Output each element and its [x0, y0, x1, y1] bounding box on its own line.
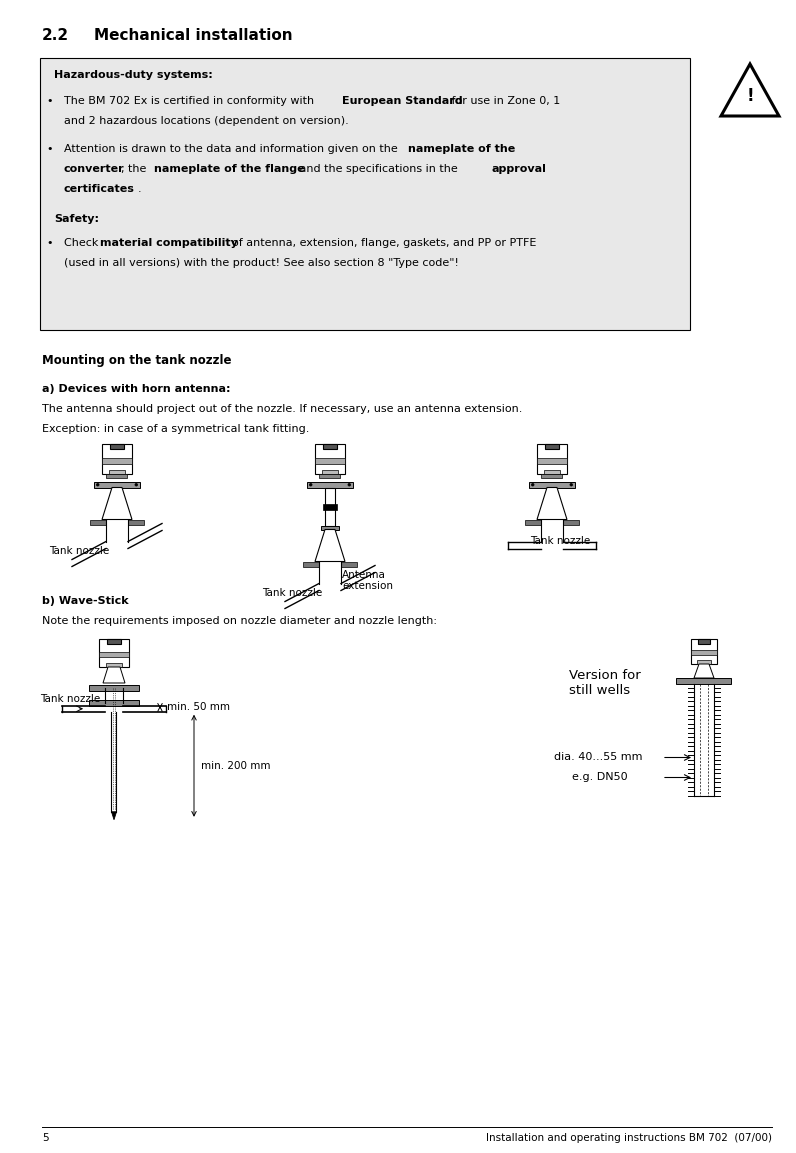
Polygon shape	[102, 488, 132, 520]
Bar	[541, 474, 563, 478]
Bar	[323, 504, 337, 510]
Text: Attention is drawn to the data and information given on the: Attention is drawn to the data and infor…	[64, 144, 404, 155]
Polygon shape	[315, 529, 345, 562]
Text: Exception: in case of a symmetrical tank fitting.: Exception: in case of a symmetrical tank…	[42, 424, 310, 434]
Polygon shape	[111, 812, 116, 820]
Bar	[94, 482, 140, 488]
Bar	[89, 700, 139, 706]
Text: Antenna
extension: Antenna extension	[342, 570, 393, 591]
Text: for use in Zone 0, 1: for use in Zone 0, 1	[448, 96, 560, 106]
Text: of antenna, extension, flange, gaskets, and PP or PTFE: of antenna, extension, flange, gaskets, …	[232, 238, 537, 248]
Bar	[545, 444, 559, 450]
Bar	[89, 685, 139, 691]
Text: Version for
still wells: Version for still wells	[569, 669, 641, 698]
Bar	[323, 444, 337, 450]
Bar	[696, 661, 711, 664]
Text: b) Wave-Stick: b) Wave-Stick	[42, 596, 129, 606]
Text: Check: Check	[64, 238, 102, 248]
Text: Tank nozzle: Tank nozzle	[530, 535, 591, 545]
Circle shape	[348, 483, 350, 487]
Text: and 2 hazardous locations (dependent on version).: and 2 hazardous locations (dependent on …	[64, 116, 349, 126]
Text: 5: 5	[42, 1133, 49, 1143]
Circle shape	[310, 483, 312, 487]
Bar	[99, 639, 129, 666]
Text: and the specifications in the: and the specifications in the	[296, 164, 465, 174]
Bar	[537, 444, 567, 474]
Text: •: •	[46, 96, 53, 106]
Bar	[691, 650, 717, 655]
Text: min. 200 mm: min. 200 mm	[201, 761, 271, 770]
Bar	[525, 520, 541, 525]
Bar	[107, 474, 127, 478]
Bar	[99, 651, 129, 657]
Bar	[109, 469, 125, 474]
Text: nameplate of the flange: nameplate of the flange	[154, 164, 305, 174]
Text: Mounting on the tank nozzle: Mounting on the tank nozzle	[42, 354, 232, 367]
Text: .: .	[138, 184, 142, 194]
Text: European Standard: European Standard	[342, 96, 462, 106]
Text: !: !	[746, 88, 754, 105]
Text: dia. 40...55 mm: dia. 40...55 mm	[554, 753, 642, 762]
Text: Installation and operating instructions BM 702  (07/00): Installation and operating instructions …	[486, 1133, 772, 1143]
Text: (used in all versions) with the product! See also section 8 "Type code"!: (used in all versions) with the product!…	[64, 258, 458, 267]
Circle shape	[570, 483, 572, 487]
Text: 2.2: 2.2	[42, 28, 69, 43]
Circle shape	[96, 483, 99, 487]
Circle shape	[532, 483, 534, 487]
Bar	[537, 458, 567, 464]
Polygon shape	[721, 65, 779, 116]
Text: Hazardous-duty systems:: Hazardous-duty systems:	[54, 70, 213, 80]
Text: converter: converter	[64, 164, 125, 174]
Bar	[544, 469, 560, 474]
Text: Mechanical installation: Mechanical installation	[94, 28, 293, 43]
Text: e.g. DN50: e.g. DN50	[572, 773, 627, 783]
Bar	[111, 444, 123, 450]
Bar	[303, 562, 319, 567]
Bar	[322, 469, 338, 474]
Text: Note the requirements imposed on nozzle diameter and nozzle length:: Note the requirements imposed on nozzle …	[42, 616, 437, 626]
Polygon shape	[694, 664, 714, 678]
Bar	[315, 444, 345, 474]
Polygon shape	[537, 488, 567, 520]
Bar	[90, 520, 106, 525]
Bar	[40, 58, 690, 330]
Bar	[321, 526, 339, 529]
Text: •: •	[46, 144, 53, 155]
Bar	[102, 444, 132, 474]
Bar	[698, 639, 710, 643]
Polygon shape	[103, 666, 125, 683]
Bar	[107, 639, 121, 645]
Bar	[341, 562, 357, 567]
Text: a) Devices with horn antenna:: a) Devices with horn antenna:	[42, 384, 231, 394]
Text: •: •	[46, 238, 53, 248]
Bar	[529, 482, 576, 488]
Text: Tank nozzle: Tank nozzle	[262, 588, 322, 597]
Bar	[306, 482, 353, 488]
Text: approval: approval	[492, 164, 547, 174]
Circle shape	[135, 483, 138, 487]
Bar	[563, 520, 579, 525]
Bar	[128, 520, 144, 525]
Bar	[325, 488, 335, 526]
Text: The antenna should project out of the nozzle. If necessary, use an antenna exten: The antenna should project out of the no…	[42, 404, 522, 414]
Bar	[102, 458, 132, 464]
Bar	[319, 474, 341, 478]
Bar	[691, 639, 717, 664]
Text: min. 50 mm: min. 50 mm	[167, 702, 230, 713]
Bar	[677, 678, 732, 684]
Text: material compatibility: material compatibility	[100, 238, 238, 248]
Text: Tank nozzle: Tank nozzle	[40, 694, 100, 703]
Text: nameplate of the: nameplate of the	[408, 144, 515, 155]
Text: certificates: certificates	[64, 184, 135, 194]
Text: Safety:: Safety:	[54, 214, 99, 224]
Bar	[315, 458, 345, 464]
Text: , the: , the	[121, 164, 154, 174]
Bar	[106, 663, 123, 666]
Text: The BM 702 Ex is certified in conformity with: The BM 702 Ex is certified in conformity…	[64, 96, 318, 106]
Text: Tank nozzle: Tank nozzle	[49, 545, 109, 556]
